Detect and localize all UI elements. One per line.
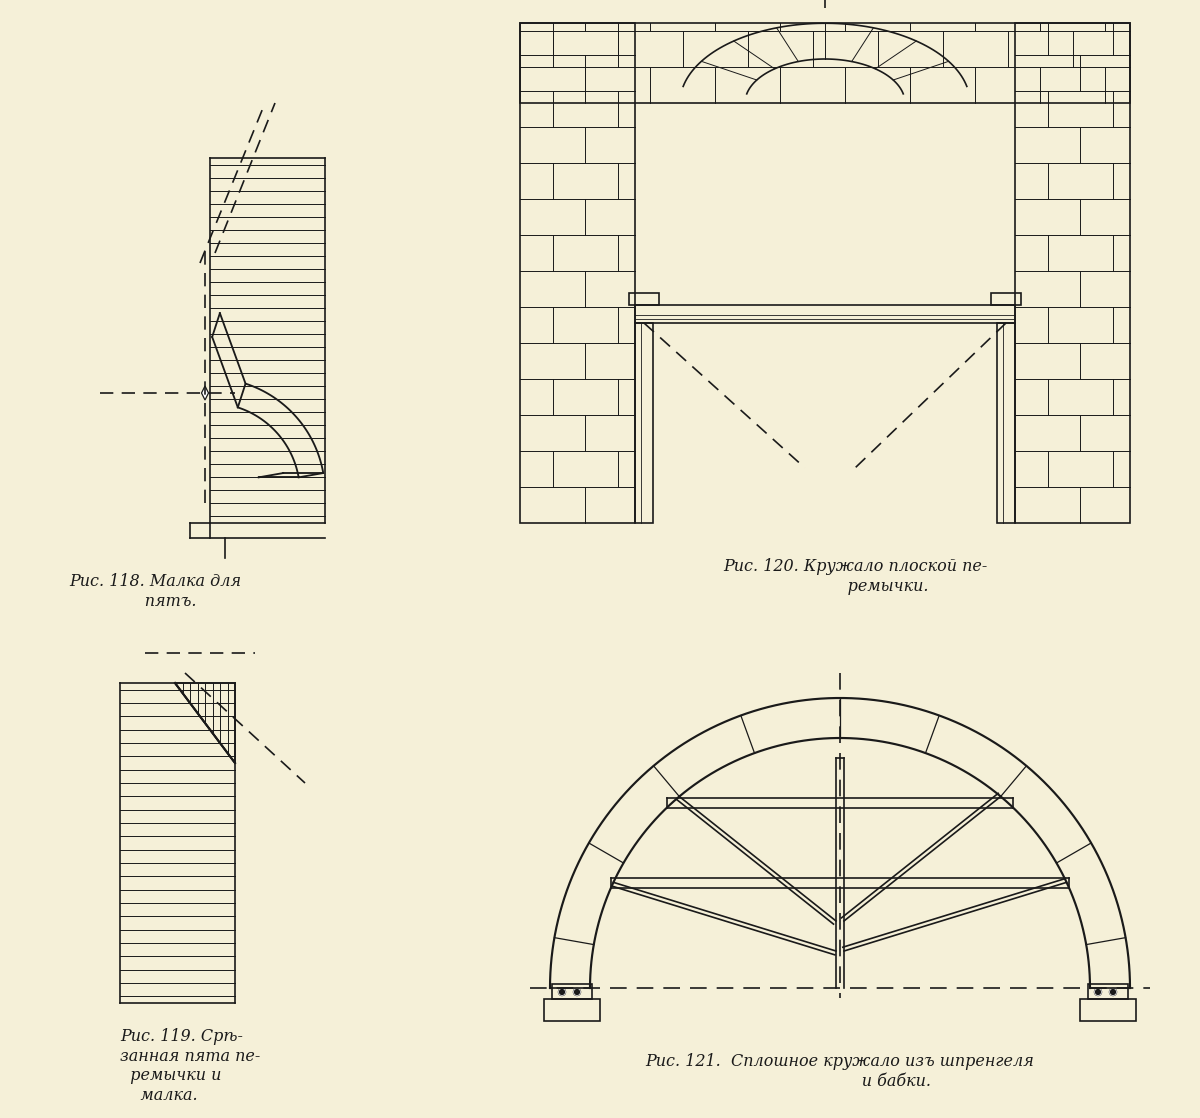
Polygon shape (175, 683, 235, 762)
Bar (629, 293, 659, 305)
Polygon shape (175, 683, 235, 762)
Bar (520, 23, 1130, 103)
Bar (1088, 984, 1128, 999)
Bar (635, 305, 1015, 323)
Circle shape (558, 988, 565, 995)
Text: Рис. 119. Срѣ-
занная пята пе-
  ремычки и
    малка.: Рис. 119. Срѣ- занная пята пе- ремычки и… (120, 1027, 260, 1103)
Bar (991, 293, 1021, 305)
Circle shape (1110, 988, 1116, 995)
Polygon shape (202, 386, 209, 400)
Bar (544, 999, 600, 1021)
Polygon shape (238, 383, 323, 477)
Text: Рис. 118. Малка для
      пятъ.: Рис. 118. Малка для пятъ. (68, 574, 241, 609)
Bar (635, 323, 653, 523)
Text: Рис. 121.  Сплошное кружало изъ шпренгеля
                      и бабки.: Рис. 121. Сплошное кружало изъ шпренгеля… (646, 1053, 1034, 1090)
Bar (552, 984, 592, 999)
Circle shape (574, 988, 581, 995)
Bar (520, 23, 635, 523)
Circle shape (1094, 988, 1102, 995)
Text: Рис. 120. Кружало плоской пе-
             ремычки.: Рис. 120. Кружало плоской пе- ремычки. (722, 558, 988, 595)
Bar (997, 323, 1015, 523)
Bar (1080, 999, 1136, 1021)
Bar (1015, 23, 1130, 523)
